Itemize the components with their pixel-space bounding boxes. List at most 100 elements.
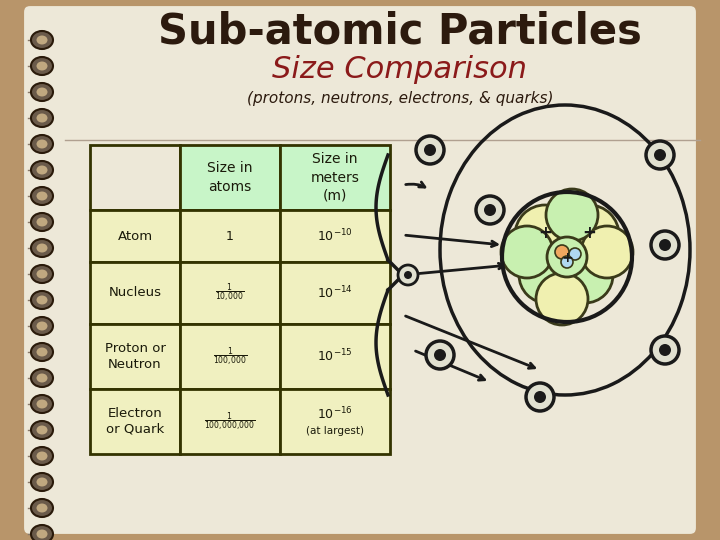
Ellipse shape: [31, 343, 53, 361]
Ellipse shape: [37, 87, 48, 97]
Ellipse shape: [31, 421, 53, 439]
Text: Size in
meters
(m): Size in meters (m): [310, 152, 359, 203]
Text: (protons, neutrons, electrons, & quarks): (protons, neutrons, electrons, & quarks): [247, 91, 553, 105]
Bar: [180, 210, 280, 262]
Text: Sub-atomic Particles: Sub-atomic Particles: [158, 11, 642, 53]
Bar: [180, 145, 280, 210]
Ellipse shape: [37, 295, 48, 305]
Ellipse shape: [37, 113, 48, 123]
Circle shape: [555, 245, 569, 259]
Text: +: +: [561, 251, 573, 265]
Circle shape: [426, 341, 454, 369]
Circle shape: [536, 273, 588, 325]
Ellipse shape: [37, 139, 48, 148]
Circle shape: [547, 237, 587, 277]
Bar: [280, 145, 390, 210]
Ellipse shape: [37, 321, 48, 330]
Circle shape: [519, 247, 575, 303]
Ellipse shape: [31, 265, 53, 283]
Circle shape: [476, 196, 504, 224]
FancyBboxPatch shape: [22, 4, 698, 536]
Circle shape: [416, 136, 444, 164]
Ellipse shape: [37, 165, 48, 174]
Ellipse shape: [31, 135, 53, 153]
Ellipse shape: [31, 109, 53, 127]
Ellipse shape: [37, 503, 48, 512]
Ellipse shape: [37, 348, 48, 356]
Text: +: +: [538, 224, 552, 242]
Ellipse shape: [37, 451, 48, 461]
Text: Electron
or Quark: Electron or Quark: [106, 407, 164, 436]
Circle shape: [424, 144, 436, 156]
Ellipse shape: [31, 161, 53, 179]
Text: $10^{-16}$: $10^{-16}$: [317, 405, 353, 422]
Ellipse shape: [31, 291, 53, 309]
Circle shape: [526, 383, 554, 411]
Text: $\frac{1}{100{,}000}$: $\frac{1}{100{,}000}$: [213, 345, 247, 368]
Circle shape: [561, 256, 573, 268]
Circle shape: [569, 248, 581, 260]
Circle shape: [581, 226, 633, 278]
Ellipse shape: [37, 374, 48, 382]
Ellipse shape: [37, 477, 48, 487]
Ellipse shape: [37, 426, 48, 435]
Bar: [180, 324, 280, 389]
Ellipse shape: [37, 244, 48, 253]
Bar: [280, 262, 390, 324]
Bar: [180, 389, 280, 454]
Bar: [280, 389, 390, 454]
Text: $10^{-10}$: $10^{-10}$: [317, 228, 353, 244]
Ellipse shape: [31, 499, 53, 517]
Ellipse shape: [37, 530, 48, 538]
Text: $\frac{1}{10{,}000}$: $\frac{1}{10{,}000}$: [215, 282, 245, 305]
Text: Size in
atoms: Size in atoms: [207, 161, 253, 194]
Circle shape: [559, 205, 619, 265]
Bar: [90, 145, 180, 210]
Bar: [280, 210, 390, 262]
Ellipse shape: [31, 31, 53, 49]
Text: Proton or
Neutron: Proton or Neutron: [104, 342, 166, 371]
Ellipse shape: [37, 400, 48, 408]
Bar: [90, 389, 180, 454]
Ellipse shape: [31, 395, 53, 413]
Text: $10^{-14}$: $10^{-14}$: [317, 285, 353, 301]
Circle shape: [501, 226, 553, 278]
Circle shape: [654, 149, 666, 161]
Bar: [180, 262, 280, 324]
Circle shape: [659, 344, 671, 356]
Ellipse shape: [31, 369, 53, 387]
Ellipse shape: [31, 187, 53, 205]
Bar: [90, 210, 180, 262]
Ellipse shape: [37, 218, 48, 226]
Circle shape: [651, 231, 679, 259]
Circle shape: [546, 189, 598, 241]
Text: +: +: [582, 224, 596, 242]
Ellipse shape: [31, 525, 53, 540]
Ellipse shape: [31, 213, 53, 231]
Ellipse shape: [31, 57, 53, 75]
Ellipse shape: [37, 36, 48, 44]
Text: $\frac{1}{100{,}000{,}000}$: $\frac{1}{100{,}000{,}000}$: [204, 410, 256, 433]
Text: Size Comparison: Size Comparison: [272, 56, 528, 84]
Ellipse shape: [31, 239, 53, 257]
Circle shape: [646, 141, 674, 169]
Circle shape: [557, 247, 613, 303]
Ellipse shape: [37, 269, 48, 279]
Bar: [90, 262, 180, 324]
Text: Nucleus: Nucleus: [109, 287, 161, 300]
Ellipse shape: [31, 317, 53, 335]
Circle shape: [398, 265, 418, 285]
Bar: [90, 324, 180, 389]
Circle shape: [651, 336, 679, 364]
Circle shape: [434, 349, 446, 361]
Circle shape: [515, 205, 575, 265]
Circle shape: [404, 271, 412, 279]
Ellipse shape: [31, 473, 53, 491]
Circle shape: [534, 391, 546, 403]
Text: (at largest): (at largest): [306, 427, 364, 436]
Text: 1: 1: [226, 230, 234, 242]
Text: Atom: Atom: [117, 230, 153, 242]
Ellipse shape: [37, 62, 48, 71]
Ellipse shape: [31, 447, 53, 465]
Text: $10^{-15}$: $10^{-15}$: [317, 348, 353, 365]
